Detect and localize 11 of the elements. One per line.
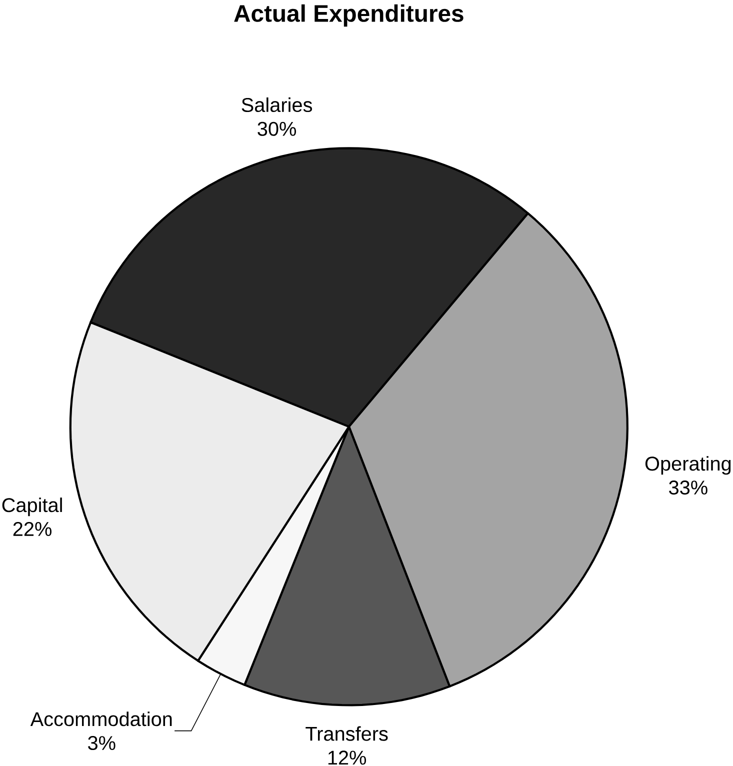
data-label: 3% (88, 736, 116, 750)
slice-label: Accommodation (30, 712, 172, 726)
data-label: 33% (668, 480, 708, 495)
slice-label: Capital (2, 498, 62, 516)
slice-label: Operating (645, 456, 730, 475)
data-label: 22% (13, 522, 52, 536)
slice-label: Transfers (306, 726, 388, 741)
data-label: 30% (258, 122, 296, 136)
slice-label: Salaries (242, 97, 312, 112)
chart-title: Actual Expenditures (234, 4, 464, 27)
data-label: 12% (328, 750, 366, 765)
